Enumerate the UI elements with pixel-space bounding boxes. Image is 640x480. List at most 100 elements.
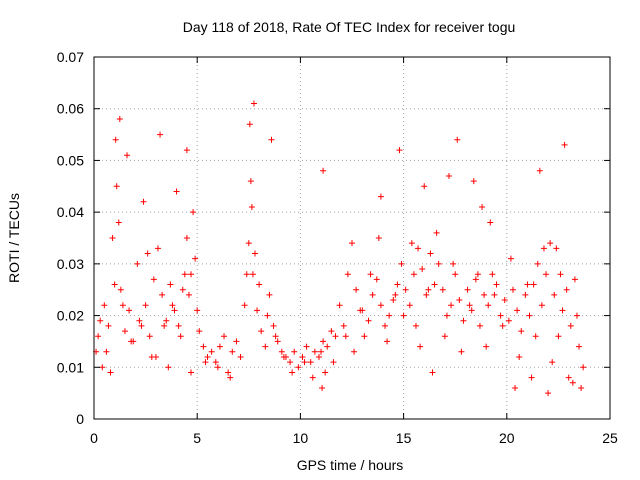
data-point: [185, 291, 192, 298]
y-tick-label: 0.06: [57, 101, 84, 117]
data-point: [322, 369, 329, 376]
data-point: [460, 317, 467, 324]
data-point: [417, 343, 424, 350]
data-point: [466, 302, 473, 309]
x-tick-label: 10: [293, 430, 309, 446]
data-point: [154, 245, 161, 252]
plot-frame: [93, 56, 611, 420]
data-point: [117, 286, 124, 293]
data-point: [169, 302, 176, 309]
data-point: [190, 209, 197, 216]
data-point: [441, 333, 448, 340]
x-tick-label: 0: [90, 430, 98, 446]
data-point: [573, 312, 580, 319]
data-point: [446, 172, 453, 179]
data-point: [507, 255, 514, 262]
data-point: [456, 297, 463, 304]
data-point: [431, 281, 438, 288]
data-point: [549, 359, 556, 366]
data-point: [171, 307, 178, 314]
data-point: [99, 364, 106, 371]
data-point: [173, 188, 180, 195]
data-point: [336, 302, 343, 309]
data-point: [578, 384, 585, 391]
data-point: [524, 281, 531, 288]
data-point: [547, 240, 554, 247]
data-point: [483, 343, 490, 350]
data-point: [124, 152, 131, 159]
data-point: [569, 379, 576, 386]
data-point: [113, 183, 120, 190]
data-point: [468, 307, 475, 314]
data-point: [571, 276, 578, 283]
data-point: [227, 374, 234, 381]
data-point: [324, 343, 331, 350]
data-point: [435, 260, 442, 267]
data-point: [555, 333, 562, 340]
y-tick-label: 0.01: [57, 359, 84, 375]
data-point: [561, 141, 568, 148]
data-point: [142, 302, 149, 309]
data-point: [361, 333, 368, 340]
data-point: [225, 369, 232, 376]
data-point: [200, 343, 207, 350]
x-tick-label: 15: [396, 430, 412, 446]
data-point: [126, 307, 133, 314]
x-axis-label: GPS time / hours: [297, 457, 404, 473]
data-point: [150, 276, 157, 283]
data-point: [386, 312, 393, 319]
x-tick-label: 20: [499, 430, 515, 446]
data-point: [349, 240, 355, 247]
data-point: [319, 384, 326, 391]
data-point: [493, 281, 500, 288]
data-point: [330, 359, 337, 366]
x-tick-label: 5: [193, 430, 201, 446]
data-point: [249, 271, 256, 278]
data-point: [161, 322, 168, 329]
data-point: [567, 322, 574, 329]
data-point: [487, 219, 494, 226]
data-point: [116, 116, 123, 123]
data-point: [425, 286, 432, 293]
data-point: [427, 250, 434, 257]
data-point: [398, 260, 405, 267]
data-point: [454, 136, 461, 143]
data-point: [373, 276, 380, 283]
data-point: [95, 333, 102, 340]
data-point: [423, 291, 430, 298]
data-point: [553, 245, 560, 252]
data-point: [175, 322, 182, 329]
data-point: [514, 307, 521, 314]
data-point: [280, 353, 287, 360]
data-point: [365, 317, 372, 324]
data-point: [192, 255, 199, 262]
data-point: [353, 286, 360, 293]
data-point: [167, 281, 174, 288]
data-point: [536, 167, 543, 174]
data-point: [299, 353, 306, 360]
data-point: [412, 322, 419, 329]
data-point: [443, 312, 450, 319]
data-point: [264, 312, 271, 319]
x-tick-label: 25: [602, 430, 618, 446]
data-point: [144, 250, 151, 257]
data-point: [179, 286, 186, 293]
data-point: [183, 147, 190, 154]
data-point: [512, 384, 519, 391]
y-tick-label: 0.02: [57, 308, 84, 324]
data-point: [474, 271, 481, 278]
data-point: [375, 235, 382, 241]
data-point: [450, 260, 457, 267]
data-point: [367, 271, 374, 278]
data-point: [369, 291, 376, 298]
data-point: [119, 302, 126, 309]
data-point: [97, 317, 104, 324]
data-point: [128, 338, 135, 345]
data-point: [359, 307, 366, 314]
data-point: [315, 353, 322, 360]
data-point: [390, 297, 397, 304]
data-point: [111, 281, 118, 288]
data-point: [419, 266, 426, 273]
data-point: [136, 317, 143, 324]
data-point: [121, 328, 128, 335]
